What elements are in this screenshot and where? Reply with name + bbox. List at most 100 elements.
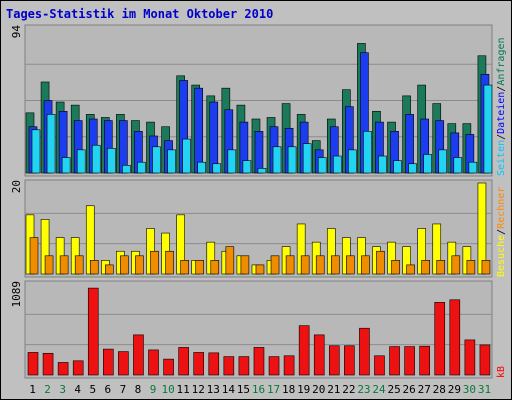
bar-kb-day-30 [464,339,476,376]
bar-rechner-day-18 [285,255,295,275]
x-tick-label-day-18: 18 [282,383,295,396]
bar-kb-day-13 [208,352,220,376]
bar-kb-day-10 [163,358,174,376]
bar-rechner-day-20 [315,255,325,275]
bar-seiten-day-25 [393,160,402,174]
x-tick-label-day-10: 10 [161,383,174,396]
bar-rechner-day-23 [361,255,370,275]
bar-rechner-day-25 [391,260,400,275]
bar-rechner-day-4 [74,255,84,275]
bar-rechner-day-6 [105,264,114,275]
bar-seiten-day-13 [212,163,222,174]
bar-kb-day-1 [27,352,39,376]
x-tick-label-day-26: 26 [403,383,416,396]
bar-kb-day-22 [344,345,355,376]
panel-middle-side-label: Besuche/Rechner [496,187,507,277]
side-label-segment: Rechner [496,187,507,229]
bar-kb-day-4 [72,360,84,376]
bar-seiten-day-30 [468,161,478,174]
bar-seiten-day-22 [348,149,357,174]
x-axis-labels: 1 2 3 4 5 6 7 8 9 10 11 12 13 14 15 16 17 18 19 20 21 22 23 24 2… [29,383,491,396]
bar-kb-day-29 [449,299,461,376]
bar-seiten-day-4 [76,149,86,174]
x-tick-label-day-24: 24 [372,383,386,396]
x-tick-label-day-13: 13 [207,383,220,396]
bar-seiten-day-21 [332,155,342,174]
bar-kb-day-7 [118,351,129,376]
bar-kb-day-28 [434,302,446,376]
x-tick-label-day-29: 29 [448,383,461,396]
x-tick-label-day-20: 20 [312,383,325,396]
bar-rechner-day-10 [165,250,174,275]
bar-kb-day-20 [313,334,325,376]
x-tick-label-day-7: 7 [120,383,127,396]
bar-rechner-day-30 [466,260,476,275]
bar-rechner-day-28 [436,260,446,275]
bar-kb-day-12 [193,352,205,376]
bar-kb-day-11 [178,347,189,376]
bar-kb-day-26 [404,346,415,376]
bar-kb-day-23 [359,327,370,376]
side-label-segment: / [496,86,507,92]
bar-seiten-day-9 [152,146,161,174]
x-tick-label-day-25: 25 [387,383,400,396]
bar-rechner-day-11 [180,260,189,275]
bar-kb-day-5 [87,287,99,376]
chart-title: Tages-Statistik im Monat Oktober 2010 [6,7,273,21]
bar-kb-day-3 [57,362,69,376]
bar-seiten-day-3 [61,157,71,174]
bar-rechner-day-15 [240,255,250,275]
side-label-segment: Dateien [496,92,507,134]
bar-seiten-day-19 [302,143,312,174]
bar-kb-day-14 [223,356,235,376]
bar-rechner-day-31 [481,260,491,275]
x-tick-label-day-5: 5 [89,383,96,396]
bar-seiten-day-7 [122,164,131,174]
bar-rechner-day-17 [270,255,280,275]
bar-seiten-day-23 [363,131,372,174]
x-tick-label-day-19: 19 [297,383,310,396]
side-label-segment: Seiten [496,140,507,176]
bar-rechner-day-8 [135,255,144,275]
chart-panels: 94Seiten/Dateien/Anfragen20Besuche/Rechn… [10,24,507,379]
x-tick-label-day-23: 23 [357,383,370,396]
x-tick-label-day-31: 31 [478,383,491,396]
panel-top-side-label: Seiten/Dateien/Anfragen [496,37,507,176]
bar-kb-day-31 [479,344,491,376]
bar-dateien-day-16 [254,131,264,174]
bar-seiten-day-1 [31,129,41,174]
bar-seiten-day-11 [182,138,191,174]
bar-kb-day-17 [268,356,280,376]
x-tick-label-day-28: 28 [433,383,446,396]
bar-kb-day-16 [253,347,265,376]
bar-kb-day-15 [238,356,250,376]
bar-seiten-day-18 [287,146,297,174]
bar-rechner-day-2 [44,255,54,275]
bar-seiten-day-15 [242,160,252,174]
x-tick-label-day-22: 22 [342,383,355,396]
bar-rechner-day-29 [451,255,461,275]
bar-kb-day-8 [133,334,144,376]
bar-rechner-day-3 [59,255,69,275]
bar-seiten-day-6 [107,148,116,174]
bar-seiten-day-2 [46,114,56,174]
panel-bottom-ymax-label: 1089 [10,281,23,308]
bar-kb-day-25 [389,346,400,376]
bar-seiten-day-26 [408,163,417,174]
bar-kb-day-2 [42,352,54,376]
x-tick-label-day-14: 14 [222,383,236,396]
x-tick-label-day-16: 16 [252,383,265,396]
bar-kb-day-6 [103,348,114,376]
bar-rechner-day-21 [330,255,340,275]
bar-seiten-day-14 [227,149,237,174]
side-label-segment: Anfragen [496,37,507,85]
bar-rechner-day-1 [29,237,39,275]
bar-seiten-day-29 [453,157,463,174]
x-tick-label-day-4: 4 [74,383,81,396]
bar-seiten-day-8 [137,161,146,174]
bar-kb-day-21 [328,345,340,376]
bar-rechner-day-26 [406,264,415,275]
side-label-segment: / [496,229,507,235]
bar-seiten-day-20 [317,157,327,174]
